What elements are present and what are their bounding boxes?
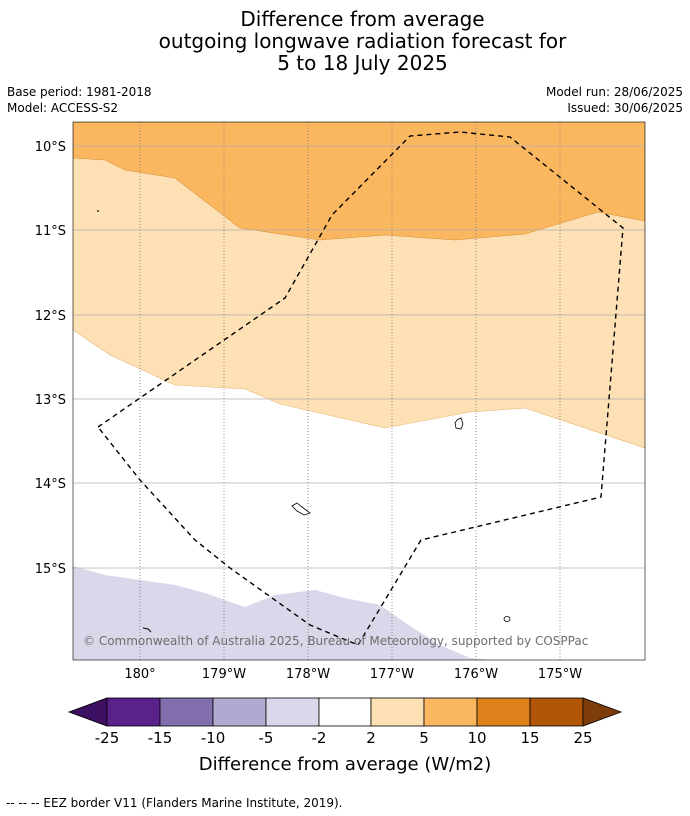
colorbar-segment-8	[476, 697, 531, 727]
lon-label-180: 180°	[124, 667, 155, 682]
colorbar-tick-3: -10	[201, 729, 226, 747]
colorbar-segment-7	[423, 697, 478, 727]
title-line-1: Difference from average	[240, 7, 485, 31]
lat-label-10s: 10°S	[35, 140, 66, 155]
copyright-text: © Commonwealth of Australia 2025, Bureau…	[83, 634, 588, 648]
meta-right: Model run: 28/06/2025 Issued: 30/06/2025	[546, 84, 683, 116]
island-futuna	[291, 502, 311, 516]
eez-footnote: -- -- -- EEZ border V11 (Flanders Marine…	[6, 796, 343, 810]
eez-border	[96, 131, 624, 646]
map-area	[73, 122, 645, 660]
map-title: Difference from average outgoing longwav…	[0, 8, 690, 74]
lat-label-14s: 14°S	[35, 477, 66, 492]
latitude-gridlines	[73, 145, 645, 569]
colorbar-label: Difference from average (W/m2)	[199, 754, 491, 775]
colorbar-tick-5: -2	[312, 729, 327, 747]
colorbar-ticks: -25 -15 -10 -5 -2 2 5 10 15 25	[95, 729, 593, 747]
colorbar-tick-8: 10	[467, 729, 486, 747]
island-south-east	[503, 616, 511, 622]
lon-label-176w: 176°W	[454, 667, 498, 682]
colorbar-tick-10: 25	[573, 729, 592, 747]
colorbar-tick-2: -15	[148, 729, 173, 747]
longitude-labels: 180° 179°W 178°W 177°W 176°W 175°W	[124, 667, 582, 682]
lon-label-175w: 175°W	[538, 667, 582, 682]
colorbar-segment-2	[159, 697, 214, 727]
lon-label-179w: 179°W	[202, 667, 246, 682]
colorbar-segment-6	[370, 697, 425, 727]
title-line-2: outgoing longwave radiation forecast for	[158, 29, 567, 53]
colorbar-segment-5	[318, 697, 372, 727]
anomaly-band-5-10	[73, 122, 645, 241]
colorbar-segment-4	[265, 697, 320, 727]
lat-label-13s: 13°S	[35, 393, 66, 408]
lat-label-12s: 12°S	[35, 309, 66, 324]
colorbar-extend-low	[67, 697, 108, 727]
lat-label-15s: 15°S	[35, 562, 66, 577]
model-run: Model run: 28/06/2025	[545, 85, 683, 99]
meta-left: Base period: 1981-2018 Model: ACCESS-S2	[7, 84, 152, 116]
lat-label-11s: 11°S	[35, 224, 66, 239]
islet-north-west	[97, 210, 99, 212]
anomaly-band-neg5-neg2	[73, 566, 490, 660]
title-line-3: 5 to 18 July 2025	[277, 51, 448, 75]
colorbar-extend-high	[582, 697, 623, 727]
colorbar-tick-4: -5	[259, 729, 274, 747]
colorbar-segment-9	[529, 697, 584, 727]
issued-date: Issued: 30/06/2025	[567, 101, 683, 115]
colorbar-tick-1: -25	[95, 729, 120, 747]
lon-label-178w: 178°W	[286, 667, 330, 682]
island-wallis	[454, 417, 464, 430]
latitude-labels: 10°S 11°S 12°S 13°S 14°S 15°S	[35, 140, 66, 577]
base-period: Base period: 1981-2018	[7, 85, 152, 99]
colorbar	[67, 697, 623, 727]
lon-label-177w: 177°W	[370, 667, 414, 682]
colorbar-tick-9: 15	[520, 729, 539, 747]
model-name: Model: ACCESS-S2	[7, 101, 119, 115]
colorbar-tick-6: 2	[366, 729, 376, 747]
colorbar-segment-1	[106, 697, 161, 727]
island-south-west	[142, 627, 152, 633]
colorbar-segment-3	[212, 697, 267, 727]
map-frame	[72, 121, 646, 661]
colorbar-tick-7: 5	[419, 729, 429, 747]
